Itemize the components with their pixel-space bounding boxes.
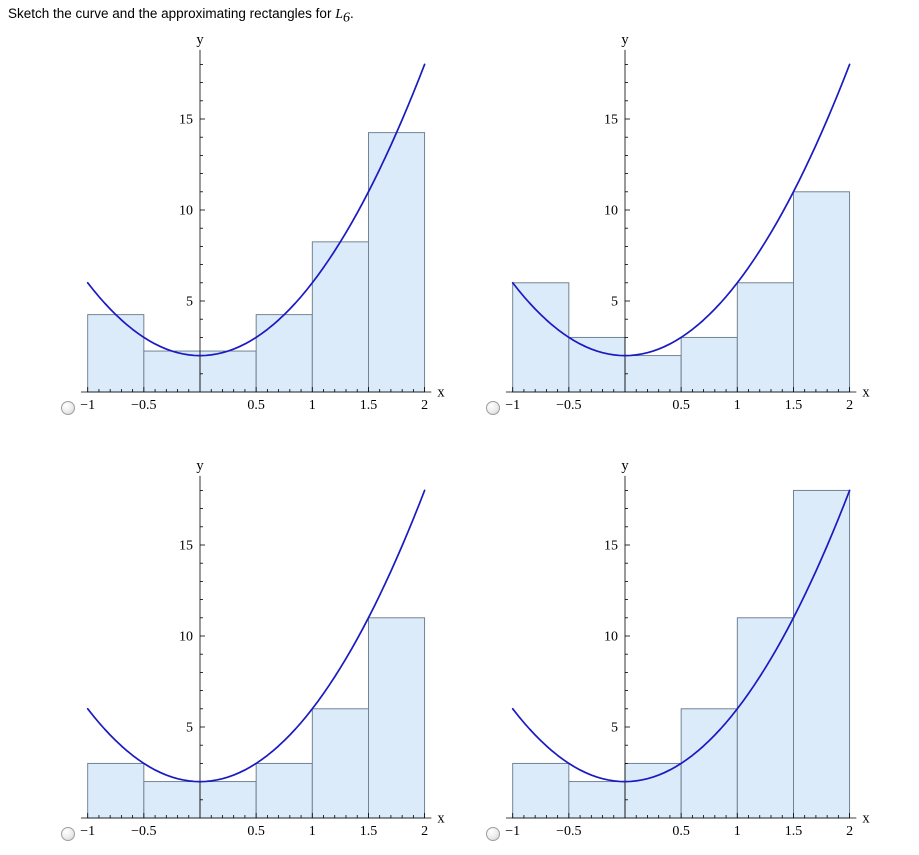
riemann-rectangle [255, 314, 313, 393]
riemann-rectangle [624, 355, 682, 393]
option-radio-2[interactable] [486, 401, 500, 415]
option-radio-3[interactable] [61, 827, 75, 841]
x-tick-label: 2 [846, 824, 853, 839]
x-tick-label: 1 [309, 398, 316, 413]
riemann-rectangle [199, 350, 257, 393]
x-tick-label: 0.5 [247, 398, 265, 413]
x-tick-label: 2 [421, 398, 428, 413]
y-tick-label: 10 [179, 630, 193, 645]
x-tick-label: 0.5 [672, 398, 690, 413]
riemann-rectangle [87, 314, 145, 393]
answer-option-4: −1 −0.5 0.5 1 1.5 2 5 10 15 y x [480, 461, 919, 853]
riemann-rectangle [368, 132, 426, 393]
y-tick-label: 15 [604, 113, 618, 128]
x-axis-label: x [437, 811, 445, 827]
y-tick-label: 15 [179, 113, 193, 128]
x-axis-label: x [862, 385, 870, 401]
y-tick-label: 5 [611, 295, 618, 310]
x-tick-label: −1 [505, 824, 520, 839]
x-tick-label: −1 [80, 398, 95, 413]
title-text: Sketch the curve and the approximating r… [8, 6, 336, 21]
x-tick-label: 0.5 [672, 824, 690, 839]
riemann-rectangle [311, 241, 369, 393]
riemann-rectangle [793, 191, 851, 393]
riemann-rectangle [143, 350, 201, 393]
option-radio-1[interactable] [61, 401, 75, 415]
y-tick-label: 15 [179, 539, 193, 554]
riemann-rectangle [143, 781, 201, 819]
answer-option-1: −1 −0.5 0.5 1 1.5 2 5 10 15 y x [55, 35, 495, 427]
y-tick-label: 10 [604, 204, 618, 219]
x-tick-label: −0.5 [131, 824, 156, 839]
y-axis-label: y [621, 461, 629, 474]
x-tick-label: 2 [846, 398, 853, 413]
riemann-rectangle [736, 282, 794, 393]
title-symbol: L [335, 7, 343, 22]
x-tick-label: 1.5 [360, 824, 378, 839]
y-tick-label: 15 [604, 539, 618, 554]
riemann-rectangle [87, 762, 145, 819]
riemann-rectangle [199, 781, 257, 819]
x-tick-label: −0.5 [556, 824, 581, 839]
x-axis-label: x [437, 385, 445, 401]
plot-bottom-left: −1 −0.5 0.5 1 1.5 2 5 10 15 y x [80, 461, 445, 839]
plot-top-right: −1 −0.5 0.5 1 1.5 2 5 10 15 y x [505, 35, 870, 413]
riemann-rectangle [512, 282, 570, 393]
function-curve [86, 63, 426, 357]
answer-option-2: −1 −0.5 0.5 1 1.5 2 5 10 15 y x [480, 35, 919, 427]
x-tick-label: 1.5 [785, 398, 803, 413]
y-axis-label: y [621, 35, 629, 48]
riemann-rectangle [793, 489, 851, 819]
answer-option-3: −1 −0.5 0.5 1 1.5 2 5 10 15 y x [55, 461, 495, 853]
y-tick-label: 5 [611, 721, 618, 736]
riemann-rectangle [255, 762, 313, 819]
x-tick-label: 1.5 [360, 398, 378, 413]
riemann-rectangle [512, 762, 570, 819]
riemann-rectangle [624, 762, 682, 819]
riemann-rectangle [736, 617, 794, 819]
y-tick-label: 10 [604, 630, 618, 645]
x-tick-label: −0.5 [131, 398, 156, 413]
x-tick-label: −0.5 [556, 398, 581, 413]
x-tick-label: 1.5 [785, 824, 803, 839]
y-axis-label: y [196, 35, 204, 48]
plot-top-left: −1 −0.5 0.5 1 1.5 2 5 10 15 y x [80, 35, 445, 413]
function-curve [511, 489, 851, 783]
plot-bottom-right: −1 −0.5 0.5 1 1.5 2 5 10 15 y x [505, 461, 870, 839]
riemann-rectangle [368, 617, 426, 819]
option-radio-4[interactable] [486, 827, 500, 841]
y-axis-label: y [196, 461, 204, 474]
question-title: Sketch the curve and the approximating r… [8, 6, 354, 27]
x-tick-label: 1 [734, 398, 741, 413]
y-tick-label: 5 [186, 295, 193, 310]
x-tick-label: −1 [80, 824, 95, 839]
riemann-rectangle [568, 781, 626, 819]
x-tick-label: −1 [505, 398, 520, 413]
riemann-rectangle [568, 336, 626, 393]
riemann-rectangle [680, 708, 738, 819]
title-suffix: . [349, 6, 354, 21]
riemann-rectangle [680, 336, 738, 393]
title-subscript: 6 [342, 10, 350, 26]
x-tick-label: 2 [421, 824, 428, 839]
x-tick-label: 0.5 [247, 824, 265, 839]
function-curve [511, 63, 851, 357]
riemann-rectangle [311, 708, 369, 819]
x-tick-label: 1 [309, 824, 316, 839]
y-tick-label: 10 [179, 204, 193, 219]
x-axis-label: x [862, 811, 870, 827]
function-curve [86, 489, 426, 783]
x-tick-label: 1 [734, 824, 741, 839]
y-tick-label: 5 [186, 721, 193, 736]
